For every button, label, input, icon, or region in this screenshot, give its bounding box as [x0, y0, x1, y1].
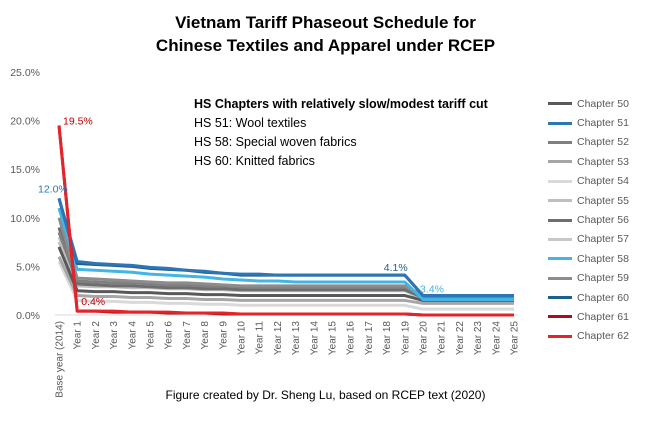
x-tick-label: Year 25: [510, 321, 521, 356]
legend-label: Chapter 60: [577, 291, 629, 304]
y-tick-label: 5.0%: [16, 261, 40, 273]
x-tick-label: Year 8: [200, 321, 211, 350]
x-tick-label: Year 9: [218, 321, 229, 350]
legend: Chapter 50 Chapter 51 Chapter 52 Chapter 53…: [548, 94, 648, 346]
x-tick-label: Year 19: [400, 321, 411, 356]
legend-label: Chapter 59: [577, 272, 629, 285]
series-line-chapter-58: [57, 207, 514, 301]
legend-swatch: [548, 160, 572, 164]
x-tick-label: Year 23: [473, 321, 484, 356]
legend-label: Chapter 56: [577, 214, 629, 227]
legend-label: Chapter 51: [577, 117, 629, 130]
legend-label: Chapter 50: [577, 97, 629, 110]
legend-swatch: [548, 296, 572, 300]
series-line-chapter-51: [57, 197, 514, 298]
legend-swatch: [548, 257, 572, 261]
legend-item: Chapter 60: [548, 288, 648, 307]
legend-item: Chapter 53: [548, 152, 648, 171]
legend-swatch: [548, 102, 572, 106]
legend-item: Chapter 55: [548, 191, 648, 210]
x-tick-label: Base year (2014): [55, 321, 66, 398]
annotation-box: HS Chapters with relatively slow/modest …: [194, 95, 488, 171]
legend-swatch: [548, 179, 572, 183]
x-tick-label: Year 3: [109, 321, 120, 350]
legend-label: Chapter 54: [577, 175, 629, 188]
legend-swatch: [548, 237, 572, 241]
x-tick-label: Year 1: [73, 321, 84, 350]
annotation-line-hs51: HS 51: Wool textiles: [194, 116, 307, 130]
legend-swatch: [548, 121, 572, 125]
x-tick-label: Year 2: [91, 321, 102, 350]
x-tick-label: Year 7: [182, 321, 193, 350]
legend-swatch: [548, 218, 572, 222]
data-label: 0.4%: [81, 296, 105, 308]
x-tick-label: Year 13: [291, 321, 302, 356]
legend-swatch: [548, 315, 572, 319]
x-tick-label: Year 22: [455, 321, 466, 356]
x-tick-label: Year 18: [382, 321, 393, 356]
legend-swatch: [548, 140, 572, 144]
data-label: 19.5%: [63, 115, 93, 127]
legend-label: Chapter 57: [577, 233, 629, 246]
legend-item: Chapter 54: [548, 172, 648, 191]
figure-credit: Figure created by Dr. Sheng Lu, based on…: [165, 388, 486, 402]
x-tick-label: Year 10: [237, 321, 248, 356]
y-tick-label: 10.0%: [10, 213, 40, 225]
x-tick-label: Year 16: [346, 321, 357, 356]
x-tick-label: Year 20: [419, 321, 430, 356]
legend-item: Chapter 61: [548, 307, 648, 326]
x-tick-label: Year 12: [273, 321, 284, 356]
y-tick-label: 25.0%: [10, 67, 40, 79]
chart-title-line-2: Chinese Textiles and Apparel under RCEP: [155, 36, 496, 55]
y-tick-label: 0.0%: [16, 310, 40, 322]
x-tick-label: Year 17: [364, 321, 375, 356]
legend-item: Chapter 50: [548, 94, 648, 113]
annotation-line-hs60: HS 60: Knitted fabrics: [194, 154, 315, 168]
series-line-chapter-54: [57, 260, 514, 311]
legend-item: Chapter 56: [548, 210, 648, 229]
legend-item: Chapter 62: [548, 327, 648, 346]
x-tick-label: Year 24: [491, 321, 502, 356]
legend-label: Chapter 52: [577, 136, 629, 149]
legend-label: Chapter 62: [577, 330, 629, 343]
legend-swatch: [548, 199, 572, 203]
legend-item: Chapter 57: [548, 230, 648, 249]
series-line-chapter-62: [57, 125, 514, 317]
legend-item: Chapter 51: [548, 113, 648, 132]
annotation-line-hs58: HS 58: Special woven fabrics: [194, 135, 357, 149]
annotation-heading: HS Chapters with relatively slow/modest …: [194, 97, 488, 111]
x-tick-label: Year 5: [146, 321, 157, 350]
legend-item: Chapter 58: [548, 249, 648, 268]
x-tick-label: Year 11: [255, 321, 266, 355]
series-line-chapter-53: [57, 256, 514, 305]
data-label: 12.0%: [38, 183, 68, 195]
data-label: 4.1%: [384, 262, 408, 274]
legend-item: Chapter 52: [548, 133, 648, 152]
legend-label: Chapter 55: [577, 194, 629, 207]
chart-title-line-1: Vietnam Tariff Phaseout Schedule for: [175, 13, 476, 32]
legend-swatch: [548, 334, 572, 338]
y-tick-label: 15.0%: [10, 164, 40, 176]
x-tick-label: Year 4: [127, 321, 138, 350]
x-tick-label: Year 15: [328, 321, 339, 356]
x-tick-label: Year 14: [309, 321, 320, 356]
y-tick-label: 20.0%: [10, 116, 40, 128]
legend-item: Chapter 59: [548, 269, 648, 288]
x-tick-label: Year 6: [164, 321, 175, 350]
legend-label: Chapter 53: [577, 155, 629, 168]
legend-label: Chapter 61: [577, 310, 629, 323]
legend-swatch: [548, 276, 572, 280]
legend-label: Chapter 58: [577, 252, 629, 265]
data-label: 3.4%: [420, 283, 444, 295]
x-tick-label: Year 21: [437, 321, 448, 356]
